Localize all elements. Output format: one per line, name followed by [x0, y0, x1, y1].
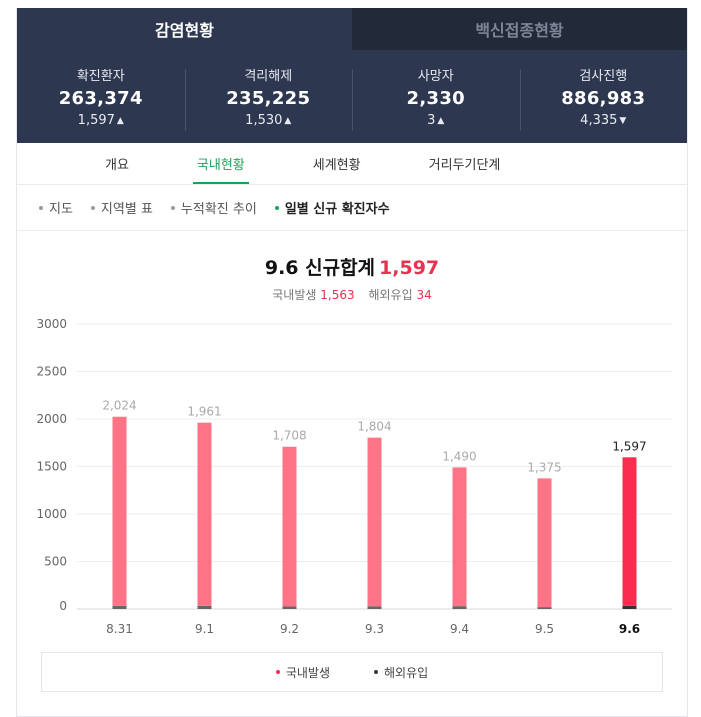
filter-region-table[interactable]: 지역별 표	[90, 198, 153, 217]
tab-world[interactable]: 세계현황	[312, 158, 361, 173]
data-label: 2,024	[102, 399, 136, 413]
up-arrow-icon: ▲	[284, 116, 292, 126]
x-tick-label: 9.1	[195, 622, 214, 636]
stat-change-value: 1,530	[245, 113, 283, 128]
y-tick-label: 0	[59, 599, 67, 613]
stat-change: 3 ▲	[352, 113, 520, 128]
stat-value: 886,983	[561, 88, 646, 109]
y-tick-label: 2500	[36, 365, 67, 379]
x-tick-label: 9.2	[280, 622, 299, 636]
filter-cumulative-trend[interactable]: 누적확진 추이	[170, 198, 257, 217]
view-filters: 지도 지역별 표 누적확진 추이 일별 신규 확진자수	[17, 185, 687, 231]
stat-confirmed: 확진환자 263,374 1,597 ▲	[17, 65, 185, 128]
overseas-label: 해외유입	[368, 288, 413, 302]
data-label: 1,597	[612, 439, 646, 453]
tab-vaccination-status[interactable]: 백신접종현황	[352, 8, 687, 50]
data-label: 1,961	[187, 405, 221, 419]
data-label: 1,490	[442, 449, 476, 463]
stat-deaths: 사망자 2,330 3 ▲	[352, 65, 520, 131]
bullet-icon	[39, 205, 43, 210]
chart-title: 9.6 신규합계 1,597	[17, 253, 687, 280]
down-arrow-icon: ▼	[619, 116, 627, 126]
up-arrow-icon: ▲	[116, 116, 124, 126]
chart-total: 1,597	[379, 257, 440, 279]
legend-label: 해외유입	[384, 665, 429, 680]
legend-dot-icon	[275, 670, 280, 674]
bar-domestic	[197, 422, 212, 606]
stat-value: 263,374	[58, 88, 143, 109]
daily-cases-bar-chart: 0 500 1000 1500 2000 2500 3000 2,024 8.31 1,961 9.…	[36, 317, 672, 636]
stat-testing: 검사진행 886,983 4,335 ▼	[519, 65, 688, 131]
stat-change: 1,530 ▲	[185, 113, 353, 128]
up-arrow-icon: ▲	[437, 116, 445, 126]
data-label: 1,375	[527, 460, 561, 474]
bar-overseas	[367, 606, 382, 609]
stat-change-value: 3	[427, 113, 436, 128]
top-tabs: 감염현황 백신접종현황	[17, 8, 687, 50]
stat-released: 격리해제 235,225 1,530 ▲	[184, 65, 353, 131]
x-tick-label: 9.6	[619, 622, 640, 636]
domestic-label: 국내발생	[272, 288, 317, 302]
chart-legend: 국내발생 해외유입	[41, 652, 663, 692]
y-tick-label: 500	[44, 555, 67, 569]
bar-domestic	[452, 467, 467, 607]
bar-domestic	[367, 437, 382, 607]
bullet-icon	[90, 205, 95, 210]
legend-domestic[interactable]: 국내발생	[275, 664, 330, 681]
tab-domestic[interactable]: 국내현황	[192, 143, 249, 184]
overseas-value: 34	[416, 288, 432, 302]
legend-overseas[interactable]: 해외유입	[374, 664, 428, 681]
y-tick-label: 2000	[36, 412, 67, 426]
stat-change: 4,335 ▼	[520, 113, 688, 128]
filter-daily-new-cases[interactable]: 일별 신규 확진자수	[274, 198, 390, 217]
bullet-icon	[274, 205, 279, 210]
bar-domestic	[537, 478, 552, 608]
domestic-value: 1,563	[320, 288, 355, 302]
sub-tabs: 개요 국내현황 세계현황 거리두기단계	[17, 143, 687, 185]
tab-infection-status[interactable]: 감염현황	[17, 8, 352, 50]
legend-label: 국내발생	[285, 665, 330, 680]
stat-change-value: 4,335	[580, 113, 618, 128]
y-tick-label: 1000	[36, 507, 67, 521]
bar-overseas	[197, 605, 212, 609]
x-tick-label: 9.3	[365, 622, 384, 636]
stats-bar: 확진환자 263,374 1,597 ▲ 격리해제 235,225 1,530 ▲ …	[17, 50, 687, 143]
bar-domestic	[282, 446, 297, 607]
legend-dot-icon	[374, 670, 378, 674]
tab-distancing-level[interactable]: 거리두기단계	[428, 158, 501, 173]
stat-change: 1,597 ▲	[17, 113, 185, 128]
covid-status-panel: 감염현황 백신접종현황 확진환자 263,374 1,597 ▲ 격리해제 235…	[16, 8, 688, 717]
data-label: 1,804	[357, 420, 391, 434]
bar-overseas	[112, 605, 127, 609]
filter-label: 누적확진 추이	[180, 202, 257, 217]
stat-value: 235,225	[226, 88, 311, 109]
filter-label: 지역별 표	[100, 202, 153, 217]
data-label: 1,708	[272, 429, 306, 443]
x-tick-label: 9.4	[450, 622, 469, 636]
bar-overseas	[452, 606, 467, 609]
stat-label: 사망자	[417, 69, 454, 84]
bar-overseas	[537, 607, 552, 609]
x-tick-label: 9.5	[535, 622, 554, 636]
bar-overseas	[282, 606, 297, 609]
tab-overview[interactable]: 개요	[105, 158, 129, 173]
filter-label: 지도	[49, 202, 73, 217]
filter-map[interactable]: 지도	[39, 198, 73, 217]
chart-subtitle: 국내발생 1,563 해외유입 34	[17, 286, 687, 303]
stat-value: 2,330	[406, 88, 465, 109]
bullet-icon	[170, 205, 175, 210]
x-tick-label: 8.31	[106, 622, 133, 636]
bar-domestic	[622, 457, 637, 606]
bar-overseas	[622, 605, 637, 609]
stat-label: 격리해제	[244, 69, 293, 84]
y-tick-label: 3000	[36, 317, 67, 331]
bar-domestic	[112, 416, 127, 606]
y-tick-label: 1500	[36, 460, 67, 474]
chart-title-text: 9.6 신규합계	[264, 257, 376, 279]
stat-change-value: 1,597	[77, 113, 115, 128]
stat-label: 확진환자	[76, 69, 125, 84]
filter-label: 일별 신규 확진자수	[284, 202, 390, 217]
stat-label: 검사진행	[579, 69, 628, 84]
